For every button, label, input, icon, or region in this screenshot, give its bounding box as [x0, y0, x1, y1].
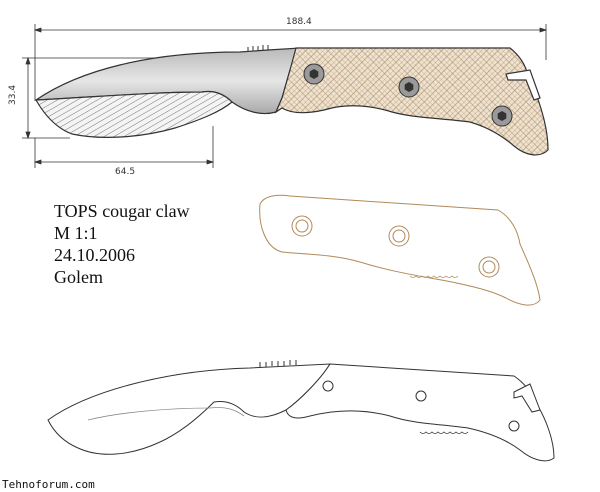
handle-scale-template [259, 194, 541, 306]
drawing-author: Golem [54, 267, 103, 287]
blade-jimping [247, 45, 269, 52]
knife-outline-holes [322, 380, 520, 432]
template-screw-holes [291, 215, 500, 278]
blade-length-label: 64.5 [115, 167, 135, 177]
drawing-info-block: TOPS cougar claw M 1:1 24.10.2006 Golem [54, 200, 190, 288]
drawing-scale: M 1:1 [54, 223, 98, 243]
lanyard-hole [505, 69, 541, 101]
overall-length-label: 188.4 [286, 17, 312, 27]
drawing-title: TOPS cougar claw [54, 201, 190, 221]
knife-outline-handle [285, 363, 555, 462]
blade-edge-bevel [34, 90, 233, 138]
knife-outline-blade [47, 363, 331, 455]
blade-height-label: 33.4 [8, 85, 18, 105]
dimension-lines [22, 24, 548, 168]
site-watermark: Tehnoforum.com [2, 478, 95, 491]
knife-outline-jimping [259, 360, 297, 367]
knife-outline-grind-line [87, 407, 245, 421]
template-grip-notches [409, 275, 459, 278]
drawing-date: 24.10.2006 [54, 245, 135, 265]
knife-outline-lanyard-hole [513, 383, 541, 413]
handle-screws [303, 63, 513, 127]
knife-outline-serration [419, 431, 469, 434]
